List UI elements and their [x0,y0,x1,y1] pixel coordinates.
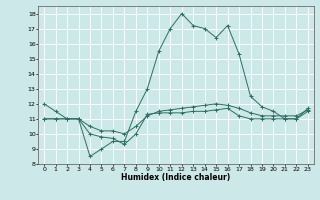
X-axis label: Humidex (Indice chaleur): Humidex (Indice chaleur) [121,173,231,182]
